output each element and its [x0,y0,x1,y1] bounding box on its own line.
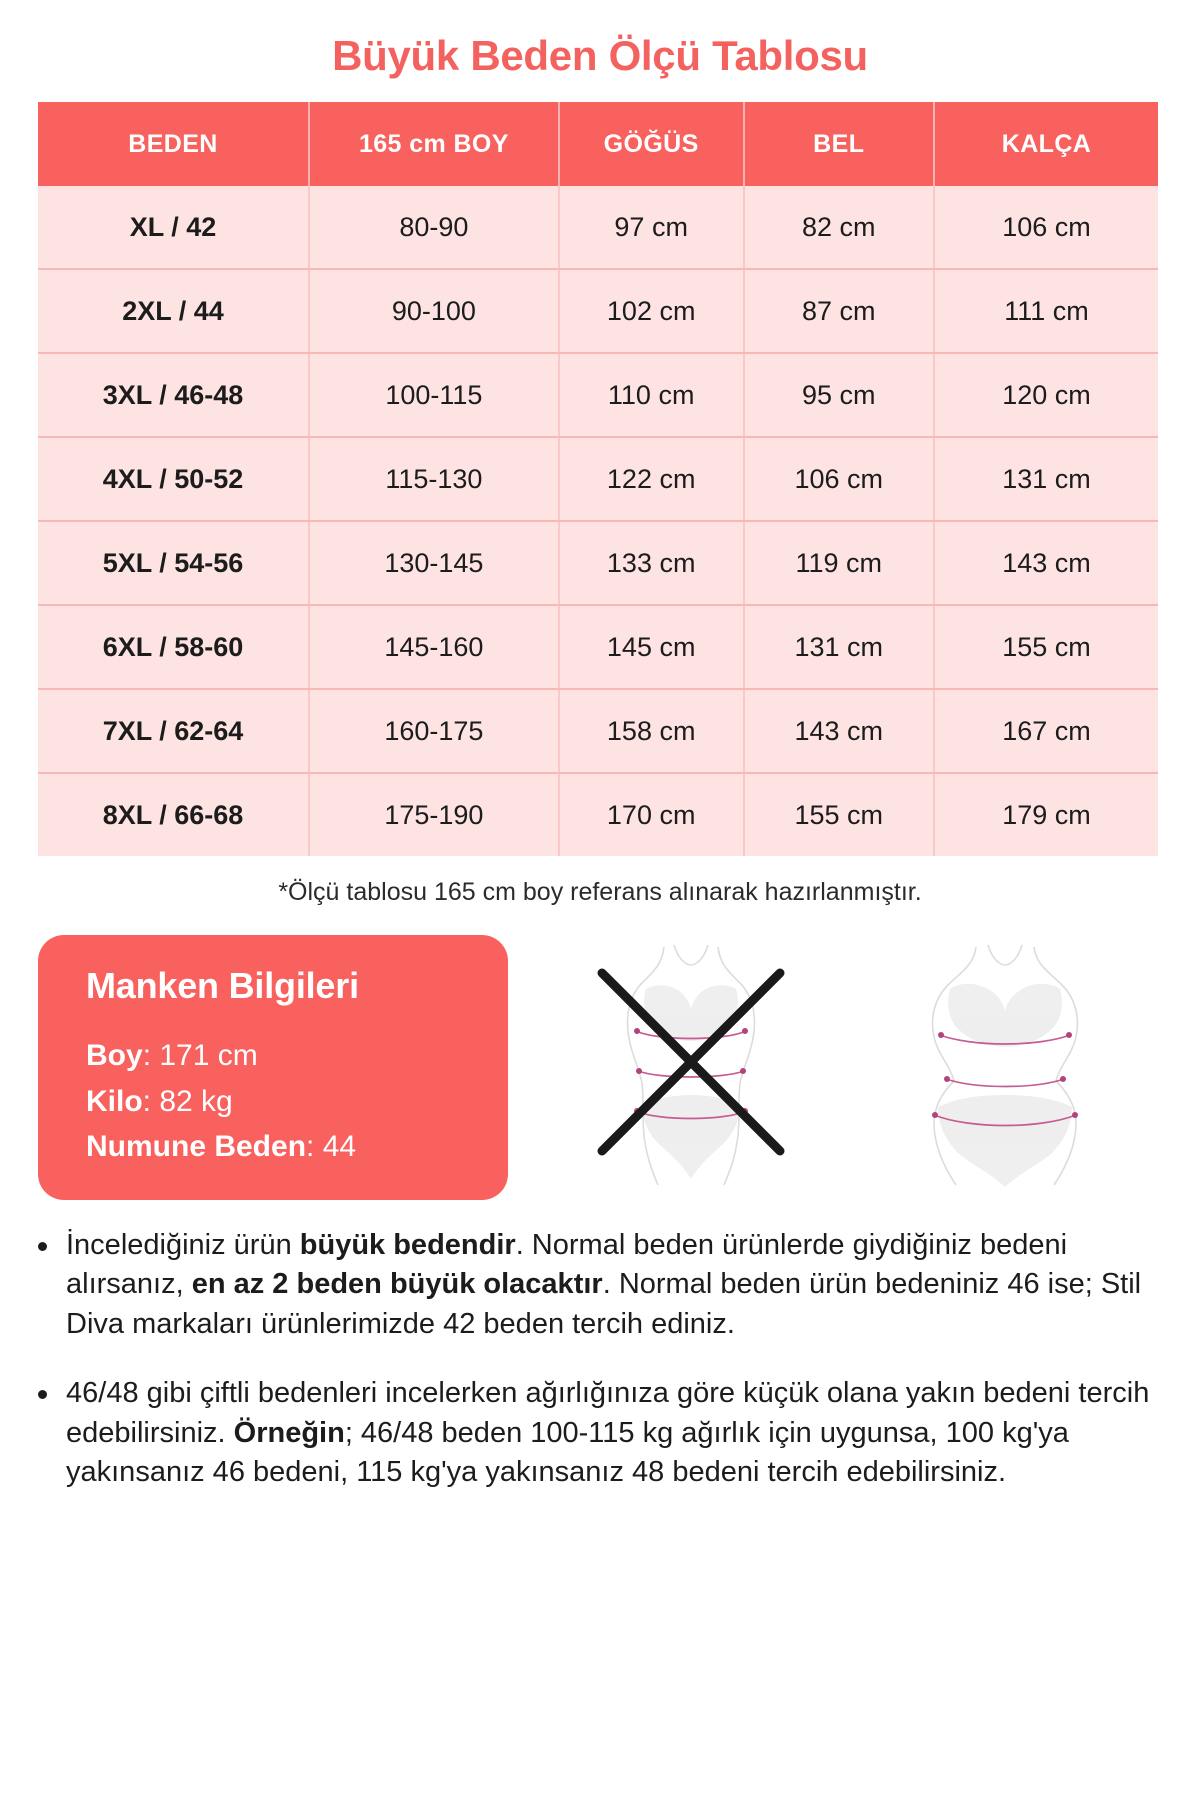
size-table: BEDEN 165 cm BOY GÖĞÜS BEL KALÇA XL / 42… [38,102,1158,856]
cell-bel: 155 cm [743,773,935,856]
cell-kalca: 120 cm [933,353,1158,438]
cell-gogus: 170 cm [558,773,745,856]
page-title: Büyük Beden Ölçü Tablosu [332,32,868,79]
cell-kalca: 111 cm [933,269,1158,354]
cell-gogus: 158 cm [558,689,745,774]
model-height-label: Boy [86,1039,143,1072]
list-item: İncelediğiniz ürün büyük bedendir. Norma… [26,1226,1160,1344]
model-info-section: Manken Bilgileri Boy: 171 cm Kilo: 82 kg… [0,935,1200,1200]
model-height-line: Boy: 171 cm [86,1033,474,1079]
cell-gogus: 110 cm [558,353,745,438]
note-emphasis: büyük bedendir [299,1228,516,1261]
cell-bel: 119 cm [743,521,935,606]
cell-bel: 95 cm [743,353,935,438]
model-weight-label: Kilo [86,1084,143,1118]
note-text-part: 46/48 gibi çiftli bedenleri incelerken a… [66,1377,1150,1449]
note-emphasis: en az 2 beden büyük olacaktır [191,1268,603,1301]
note-emphasis: Örneğin [233,1416,345,1449]
cell-gogus: 102 cm [558,269,745,354]
cell-bel: 131 cm [743,605,935,690]
cell-beden: XL / 42 [38,186,311,270]
note-text-part: ; 46/48 beden 100-115 kg ağırlık için uy… [66,1416,1069,1488]
table-row: 6XL / 58-60 145-160 145 cm 131 cm 155 cm [38,605,1158,690]
model-info-card: Manken Bilgileri Boy: 171 cm Kilo: 82 kg… [38,935,508,1200]
column-header-gogus: GÖĞÜS [558,102,745,186]
cell-boy: 100-115 [309,353,560,438]
table-row: 7XL / 62-64 160-175 158 cm 143 cm 167 cm [38,689,1158,774]
table-footnote: *Ölçü tablosu 165 cm boy referans alınar… [278,878,922,906]
table-row: 8XL / 66-68 175-190 170 cm 155 cm 179 cm [38,773,1158,856]
cell-boy: 175-190 [309,773,560,856]
cell-beden: 2XL / 44 [38,269,311,354]
cell-beden: 5XL / 54-56 [38,521,311,606]
cell-bel: 87 cm [743,269,935,354]
cell-beden: 8XL / 66-68 [38,773,311,856]
cell-boy: 130-145 [309,521,560,606]
cell-boy: 115-130 [309,437,560,522]
size-table-container: BEDEN 165 cm BOY GÖĞÜS BEL KALÇA XL / 42… [38,102,1158,856]
model-sample-size-value: : 44 [306,1130,357,1164]
cell-kalca: 131 cm [933,437,1158,522]
table-row: 4XL / 50-52 115-130 122 cm 106 cm 131 cm [38,437,1158,522]
cell-bel: 106 cm [743,437,935,522]
cell-gogus: 145 cm [558,605,745,690]
list-item: 46/48 gibi çiftli bedenleri incelerken a… [26,1374,1160,1492]
cell-kalca: 167 cm [933,689,1158,774]
cell-beden: 6XL / 58-60 [38,605,311,690]
curvy-body-figure [900,939,1110,1189]
cell-kalca: 143 cm [933,521,1158,606]
cell-boy: 90-100 [309,269,560,354]
note-text-part: . Normal beden ürün bedeniniz 46 ise; St… [66,1268,1142,1340]
cell-kalca: 106 cm [933,186,1158,270]
model-info-heading: Manken Bilgileri [86,965,359,1006]
cell-boy: 80-90 [309,186,560,270]
body-figures [508,935,1162,1189]
cell-gogus: 133 cm [558,521,745,606]
slim-body-icon [626,944,756,1186]
cell-beden: 7XL / 62-64 [38,689,311,774]
slim-body-figure-crossed-out [586,939,796,1189]
model-sample-size-line: Numune Beden: 44 [86,1124,474,1170]
cell-boy: 160-175 [309,689,560,774]
model-sample-size-label: Numune Beden [86,1130,307,1164]
cell-beden: 3XL / 46-48 [38,353,311,438]
column-header-boy: 165 cm BOY [309,102,560,186]
table-header-row: BEDEN 165 cm BOY GÖĞÜS BEL KALÇA [38,102,1158,186]
cell-bel: 82 cm [743,186,935,270]
cell-kalca: 155 cm [933,605,1158,690]
model-weight-value: : 82 kg [142,1084,233,1118]
model-height-value: : 171 cm [142,1039,258,1072]
note-text-part: İncelediğiniz ürün [66,1228,300,1261]
column-header-beden: BEDEN [38,102,311,186]
table-row: 2XL / 44 90-100 102 cm 87 cm 111 cm [38,269,1158,354]
usage-notes-list: İncelediğiniz ürün büyük bedendir. Norma… [26,1226,1160,1493]
curvy-body-icon [931,944,1079,1187]
cell-kalca: 179 cm [933,773,1158,856]
table-row: 3XL / 46-48 100-115 110 cm 95 cm 120 cm [38,353,1158,438]
cell-gogus: 97 cm [558,186,745,270]
column-header-kalca: KALÇA [933,102,1158,186]
table-row: 5XL / 54-56 130-145 133 cm 119 cm 143 cm [38,521,1158,606]
column-header-bel: BEL [743,102,935,186]
model-weight-line: Kilo: 82 kg [86,1079,474,1125]
cell-beden: 4XL / 50-52 [38,437,311,522]
table-row: XL / 42 80-90 97 cm 82 cm 106 cm [38,186,1158,270]
cell-bel: 143 cm [743,689,935,774]
note-text-part: . Normal beden ürünlerde giydiğiniz bede… [66,1228,1068,1301]
cell-gogus: 122 cm [558,437,745,522]
cell-boy: 145-160 [309,605,560,690]
